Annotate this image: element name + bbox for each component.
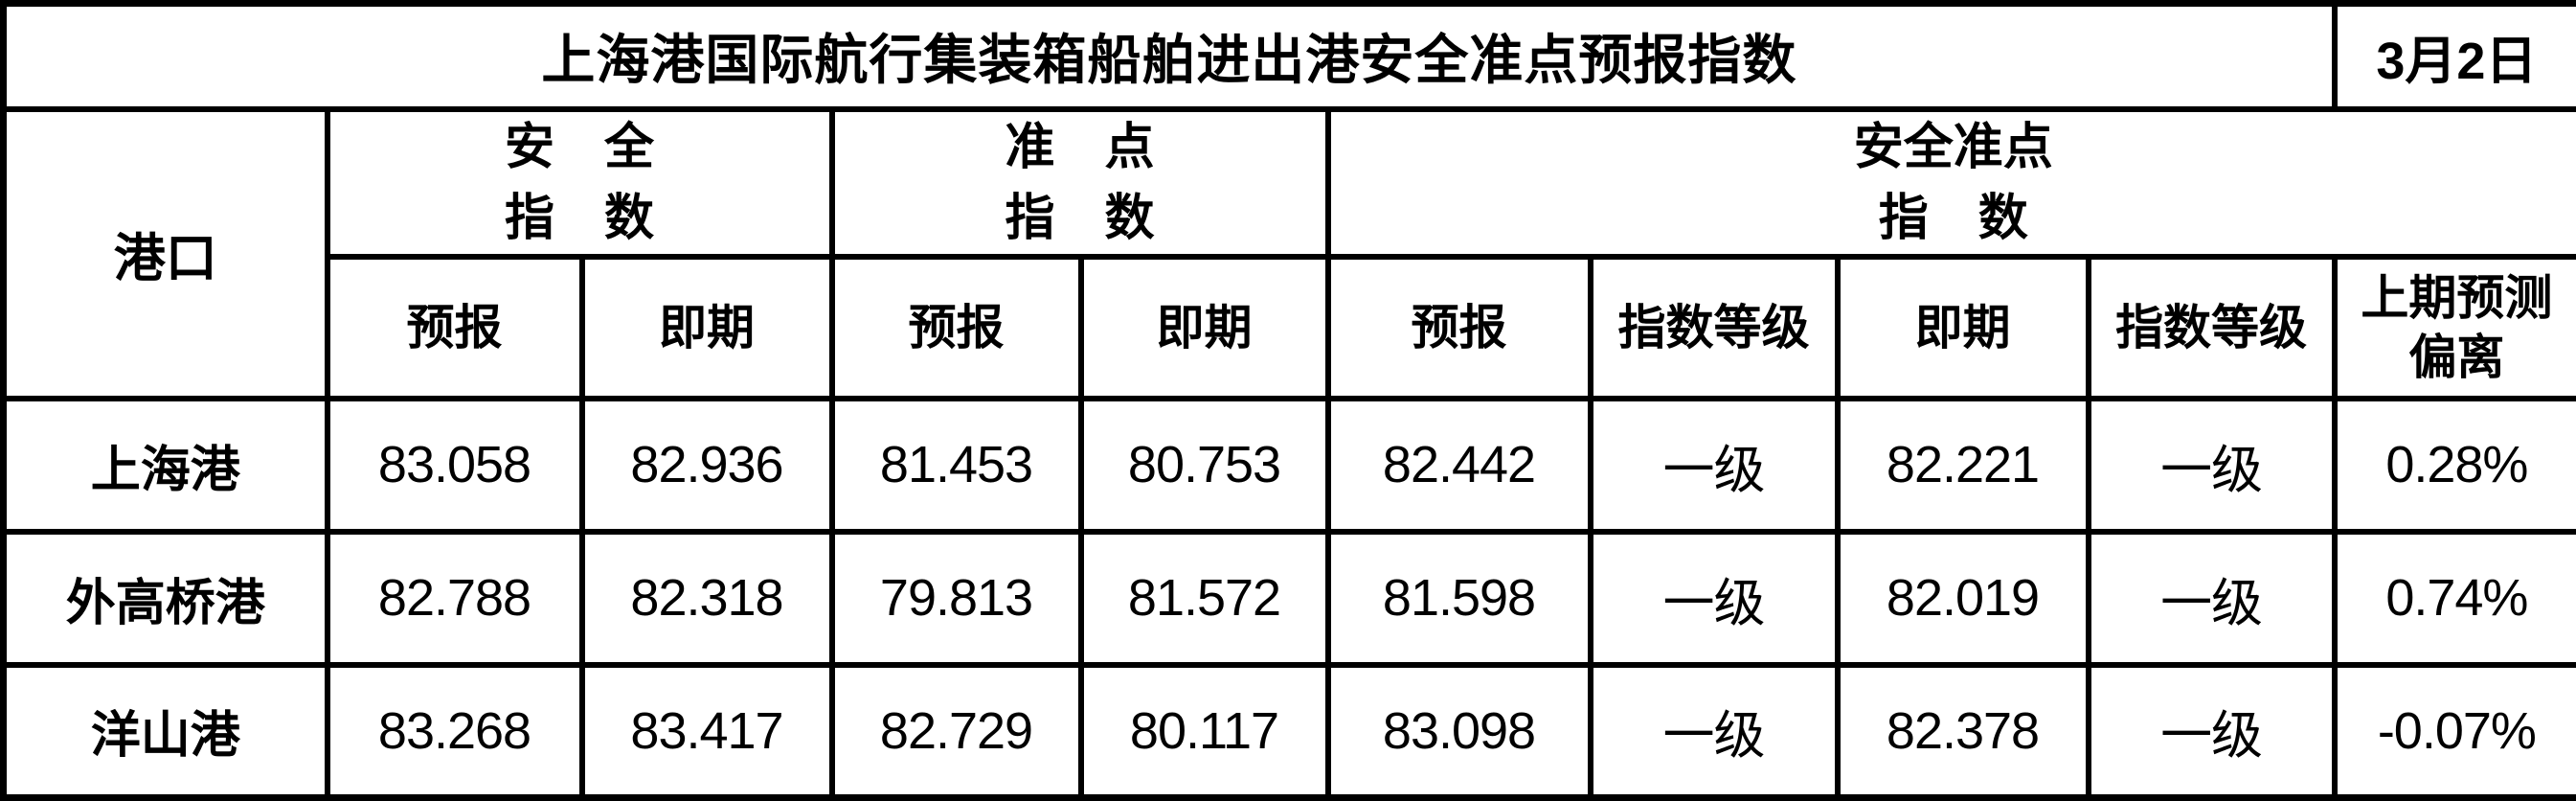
deviation-cell: 0.28% [2335, 399, 2576, 532]
value-cell: 82.788 [328, 532, 582, 665]
group-header-safety-punctuality-index: 安全准点 指 数 [1328, 109, 2576, 257]
grade-cell: 一级 [1591, 399, 1838, 532]
port-name: 外高桥港 [4, 532, 328, 665]
value-cell: 83.058 [328, 399, 582, 532]
port-name: 洋山港 [4, 665, 328, 798]
title-row: 上海港国际航行集装箱船舶进出港安全准点预报指数 3月2日 [4, 4, 2576, 109]
table-row-yangshan: 洋山港 83.268 83.417 82.729 80.117 83.098 一… [4, 665, 2576, 798]
value-cell: 82.019 [1838, 532, 2089, 665]
column-header-index-grade-current: 指数等级 [2089, 257, 2335, 399]
grade-cell: 一级 [2089, 665, 2335, 798]
group-header-punctuality-index: 准 点 指 数 [832, 109, 1328, 257]
table-row-waigaoqiao: 外高桥港 82.788 82.318 79.813 81.572 81.598 … [4, 532, 2576, 665]
value-cell: 81.453 [832, 399, 1081, 532]
value-cell: 79.813 [832, 532, 1081, 665]
column-header-punctual-current: 即期 [1081, 257, 1328, 399]
group-header-row: 港口 安 全 指 数 准 点 指 数 安全准点 指 数 [4, 109, 2576, 257]
value-cell: 82.729 [832, 665, 1081, 798]
date-label: 3月2日 [2335, 4, 2576, 109]
value-cell: 83.098 [1328, 665, 1591, 798]
grade-cell: 一级 [1591, 532, 1838, 665]
grade-cell: 一级 [1591, 665, 1838, 798]
grade-cell: 一级 [2089, 399, 2335, 532]
column-header-port: 港口 [4, 109, 328, 399]
value-cell: 82.378 [1838, 665, 2089, 798]
value-cell: 81.572 [1081, 532, 1328, 665]
value-cell: 83.417 [582, 665, 832, 798]
column-header-combined-current: 即期 [1838, 257, 2089, 399]
column-header-safety-current: 即期 [582, 257, 832, 399]
value-cell: 82.221 [1838, 399, 2089, 532]
value-cell: 81.598 [1328, 532, 1591, 665]
value-cell: 82.318 [582, 532, 832, 665]
deviation-cell: 0.74% [2335, 532, 2576, 665]
value-cell: 83.268 [328, 665, 582, 798]
column-header-punctual-forecast: 预报 [832, 257, 1081, 399]
value-cell: 82.936 [582, 399, 832, 532]
value-cell: 82.442 [1328, 399, 1591, 532]
column-header-combined-forecast: 预报 [1328, 257, 1591, 399]
column-header-previous-deviation: 上期预测 偏离 [2335, 257, 2576, 399]
deviation-cell: -0.07% [2335, 665, 2576, 798]
value-cell: 80.753 [1081, 399, 1328, 532]
sub-header-row: 预报 即期 预报 即期 预报 指数等级 即期 指数等级 上期预测 偏离 [4, 257, 2576, 399]
port-name: 上海港 [4, 399, 328, 532]
grade-cell: 一级 [2089, 532, 2335, 665]
table-title: 上海港国际航行集装箱船舶进出港安全准点预报指数 [4, 4, 2335, 109]
column-header-index-grade-forecast: 指数等级 [1591, 257, 1838, 399]
value-cell: 80.117 [1081, 665, 1328, 798]
column-header-safety-forecast: 预报 [328, 257, 582, 399]
table-row-shanghai: 上海港 83.058 82.936 81.453 80.753 82.442 一… [4, 399, 2576, 532]
group-header-safety-index: 安 全 指 数 [328, 109, 832, 257]
